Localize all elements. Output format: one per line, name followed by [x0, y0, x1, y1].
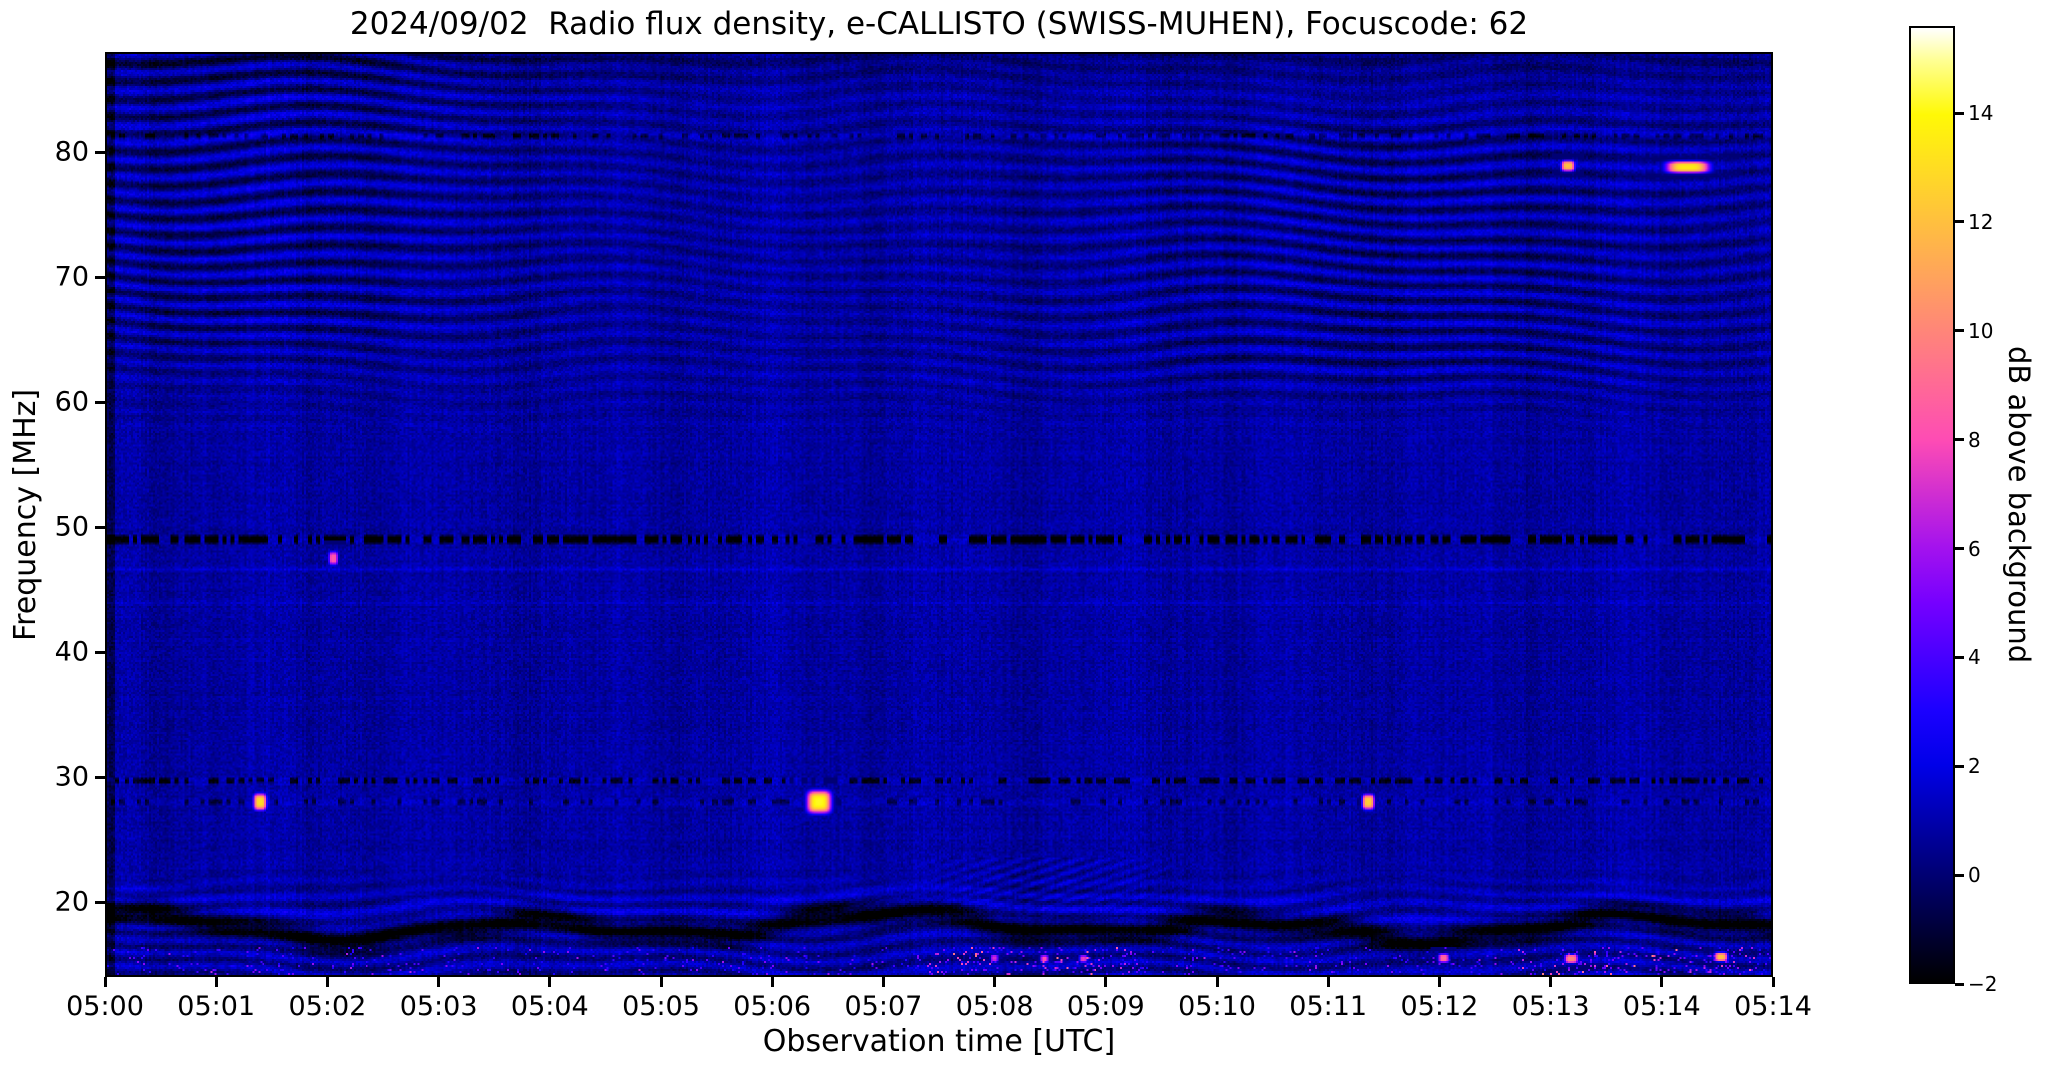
- x-tick: [1437, 977, 1441, 987]
- colorbar-tick-label: 6: [1968, 536, 1981, 561]
- y-tick-label: 60: [54, 386, 89, 418]
- x-tick-label: 05:14: [1622, 991, 1701, 1022]
- x-tick-label: 05:09: [1066, 991, 1145, 1022]
- colorbar-tick: [1955, 764, 1964, 768]
- colorbar: [1909, 26, 1955, 984]
- colorbar-tick-label: 2: [1968, 754, 1981, 779]
- x-tick: [881, 977, 885, 987]
- y-tick-label: 20: [54, 886, 89, 918]
- y-tick: [95, 525, 105, 529]
- x-tick: [993, 977, 997, 987]
- colorbar-tick-label: 4: [1968, 645, 1981, 670]
- x-tick: [1771, 977, 1775, 987]
- x-tick: [103, 977, 107, 987]
- colorbar-tick: [1955, 111, 1964, 115]
- spectrogram-canvas: [107, 54, 1771, 975]
- x-tick-label: 05:14: [1734, 991, 1812, 1022]
- y-tick-label: 50: [54, 511, 89, 543]
- x-axis-label: Observation time [UTC]: [762, 1024, 1116, 1059]
- x-tick: [214, 977, 218, 987]
- y-axis-label: Frequency [MHz]: [8, 388, 43, 641]
- y-tick: [95, 275, 105, 279]
- x-tick: [1660, 977, 1664, 987]
- x-tick: [1549, 977, 1553, 987]
- colorbar-tick-label: 12: [1968, 209, 1994, 234]
- y-tick: [95, 775, 105, 779]
- x-tick-label: 05:11: [1289, 991, 1368, 1022]
- x-tick: [659, 977, 663, 987]
- x-tick: [1104, 977, 1108, 987]
- colorbar-label: dB above background: [2002, 346, 2036, 664]
- colorbar-tick: [1955, 655, 1964, 659]
- y-tick: [95, 650, 105, 654]
- colorbar-tick-label: −2: [1968, 972, 1998, 996]
- y-tick-label: 80: [54, 136, 89, 168]
- chart-title: 2024/09/02 Radio flux density, e-CALLIST…: [349, 6, 1529, 42]
- x-tick-label: 05:03: [399, 991, 478, 1022]
- colorbar-tick-label: 8: [1968, 427, 1981, 452]
- colorbar-tick: [1955, 873, 1964, 877]
- y-tick: [95, 150, 105, 154]
- spectrogram-plot-area: [105, 52, 1773, 977]
- colorbar-tick: [1955, 982, 1964, 986]
- y-tick-label: 70: [54, 261, 89, 293]
- x-tick-label: 05:12: [1400, 991, 1479, 1022]
- x-tick: [1215, 977, 1219, 987]
- x-tick-label: 05:04: [510, 991, 589, 1022]
- colorbar-tick-label: 14: [1968, 101, 1994, 126]
- x-tick-label: 05:08: [955, 991, 1034, 1022]
- y-tick-label: 30: [54, 761, 89, 793]
- colorbar-tick: [1955, 547, 1964, 551]
- colorbar-tick: [1955, 220, 1964, 224]
- y-tick: [95, 900, 105, 904]
- colorbar-tick: [1955, 329, 1964, 333]
- x-tick: [548, 977, 552, 987]
- colorbar-gradient: [1911, 28, 1953, 982]
- x-tick-label: 05:01: [177, 991, 256, 1022]
- x-tick: [1326, 977, 1330, 987]
- x-tick: [325, 977, 329, 987]
- colorbar-tick-label: 0: [1968, 863, 1981, 888]
- y-tick-label: 40: [54, 636, 89, 668]
- x-tick-label: 05:02: [288, 991, 367, 1022]
- y-tick: [95, 400, 105, 404]
- colorbar-tick-label: 10: [1968, 318, 1994, 343]
- x-tick-label: 05:06: [733, 991, 812, 1022]
- x-tick-label: 05:13: [1511, 991, 1590, 1022]
- x-tick-label: 05:05: [622, 991, 700, 1022]
- x-tick-label: 05:07: [844, 991, 923, 1022]
- colorbar-tick: [1955, 438, 1964, 442]
- x-tick: [770, 977, 774, 987]
- x-tick-label: 05:00: [66, 991, 144, 1022]
- x-tick: [437, 977, 441, 987]
- x-tick-label: 05:10: [1178, 991, 1256, 1022]
